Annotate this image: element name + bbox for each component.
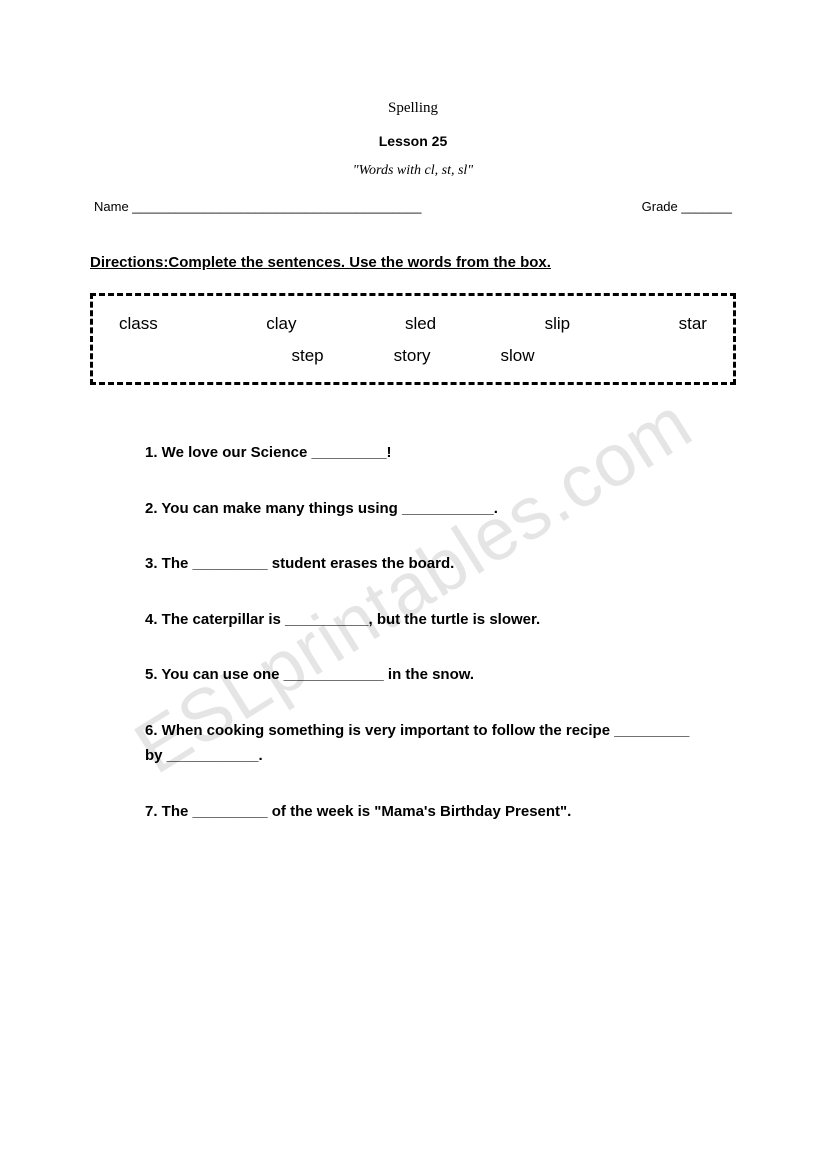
question-item: 4. The caterpillar is __________, but th…: [145, 607, 706, 633]
word-box: class clay sled slip star step story slo…: [90, 293, 736, 385]
questions-list: 1. We love our Science _________! 2. You…: [90, 440, 736, 824]
subject-title: Spelling: [90, 100, 736, 117]
word-box-row: step story slow: [111, 338, 715, 368]
word-item: story: [394, 346, 431, 366]
word-item: star: [679, 314, 707, 334]
lesson-subtitle: "Words with cl, st, sl": [90, 163, 736, 179]
word-item: step: [292, 346, 324, 366]
name-field-label: Name ___________________________________…: [94, 199, 422, 214]
lesson-number: Lesson 25: [90, 133, 736, 149]
word-item: clay: [266, 314, 296, 334]
word-item: slip: [545, 314, 571, 334]
word-item: sled: [405, 314, 436, 334]
question-item: 7. The _________ of the week is "Mama's …: [145, 799, 706, 825]
directions-text: Complete the sentences. Use the words fr…: [168, 254, 551, 271]
question-item: 1. We love our Science _________!: [145, 440, 706, 466]
question-item: 6. When cooking something is very import…: [145, 718, 706, 769]
directions-line: Directions:Complete the sentences. Use t…: [90, 254, 736, 271]
question-item: 2. You can make many things using ______…: [145, 496, 706, 522]
grade-field-label: Grade _______: [642, 199, 732, 214]
word-item: class: [119, 314, 158, 334]
name-grade-line: Name ___________________________________…: [90, 199, 736, 214]
worksheet-header: Spelling Lesson 25 "Words with cl, st, s…: [90, 100, 736, 179]
word-item: slow: [500, 346, 534, 366]
question-item: 3. The _________ student erases the boar…: [145, 551, 706, 577]
question-item: 5. You can use one ____________ in the s…: [145, 662, 706, 688]
word-box-row: class clay sled slip star: [111, 310, 715, 338]
directions-label: Directions:: [90, 254, 168, 271]
